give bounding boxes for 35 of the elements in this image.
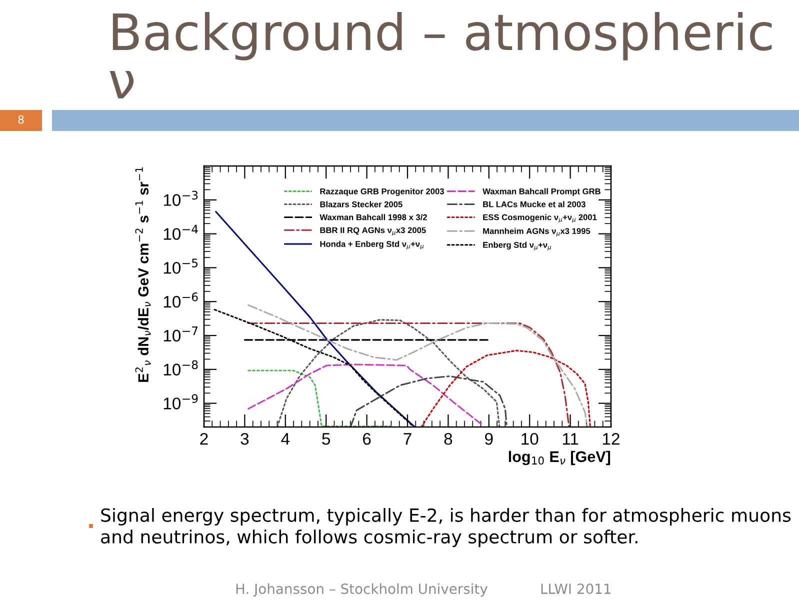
x-tick-label: 7	[404, 433, 412, 445]
x-tick-label: 12	[603, 432, 620, 445]
x-tick-label: 2	[200, 432, 208, 445]
legend-label: Mannheim AGNs ν$_{μ}$x3 1995	[483, 228, 590, 237]
legend-label: Enberg Std ν$_{μ}$+ν$_{μ}$	[483, 242, 552, 250]
y-tick-label: 10$^{−5}$	[164, 258, 198, 274]
legend-label: BL LACs Mucke et al 2003	[483, 201, 586, 208]
text: LLWI 2011	[541, 584, 611, 594]
text: E$^{2}$$_{ν}$ dN$_{ν}$/dE$_{ν}$ GeV cm$^{−2}$ s$^{−1}$ sr$^{−1}$	[135, 167, 151, 382]
y-tick-label: 10$^{−9}$	[164, 394, 198, 410]
legend-label: Waxman Bahcall Prompt GRB	[482, 188, 600, 196]
x-tick-label: 5	[322, 433, 330, 445]
legend-label: Razzaque GRB Progenitor 2003	[320, 188, 444, 196]
legend-label: Waxman Bahcall 1998 x 3/2	[320, 214, 427, 220]
y-tick-label: 10$^{−4}$	[164, 224, 198, 240]
y-tick-label: 10$^{−6}$	[164, 292, 198, 308]
chart-title: Background – atmospheric ν	[110, 12, 772, 98]
x-tick-label: 4	[281, 433, 290, 445]
y-tick-label: 10$^{−8}$	[164, 360, 198, 376]
text: 8	[18, 115, 24, 124]
x-tick-label: 3	[240, 432, 249, 445]
text: Signal energy spectrum, typically E-2, is harder than for atmospheric muons and neutrinos, which follows cosmic-ray spectrum or softer.	[101, 508, 791, 548]
legend-label: Blazars Stecker 2005	[320, 201, 402, 208]
legend-label: ESS Cosmogenic ν$_{μ}$+ν$_{μ}$ 2001	[483, 214, 597, 223]
x-axis-title: log$_{10}$ E$_{ν}$ [GeV]	[508, 450, 610, 466]
y-tick-label: 10$^{−7}$	[164, 326, 198, 342]
x-tick-label: 9	[485, 432, 493, 445]
x-tick-label: 8	[444, 432, 452, 445]
x-tick-label: 11	[562, 433, 578, 445]
x-tick-label: 10	[522, 432, 538, 445]
x-tick-label: 6	[363, 432, 371, 445]
y-tick-label: 10$^{−3}$	[164, 190, 198, 206]
legend-label: Honda + Enberg Std ν$_{μ}$+ν$_{μ}$	[320, 240, 424, 250]
legend-label: BBR II RQ AGNs ν$_{μ}$x3 2005	[320, 227, 426, 236]
text: H. Johansson – Stockholm University	[236, 583, 488, 597]
